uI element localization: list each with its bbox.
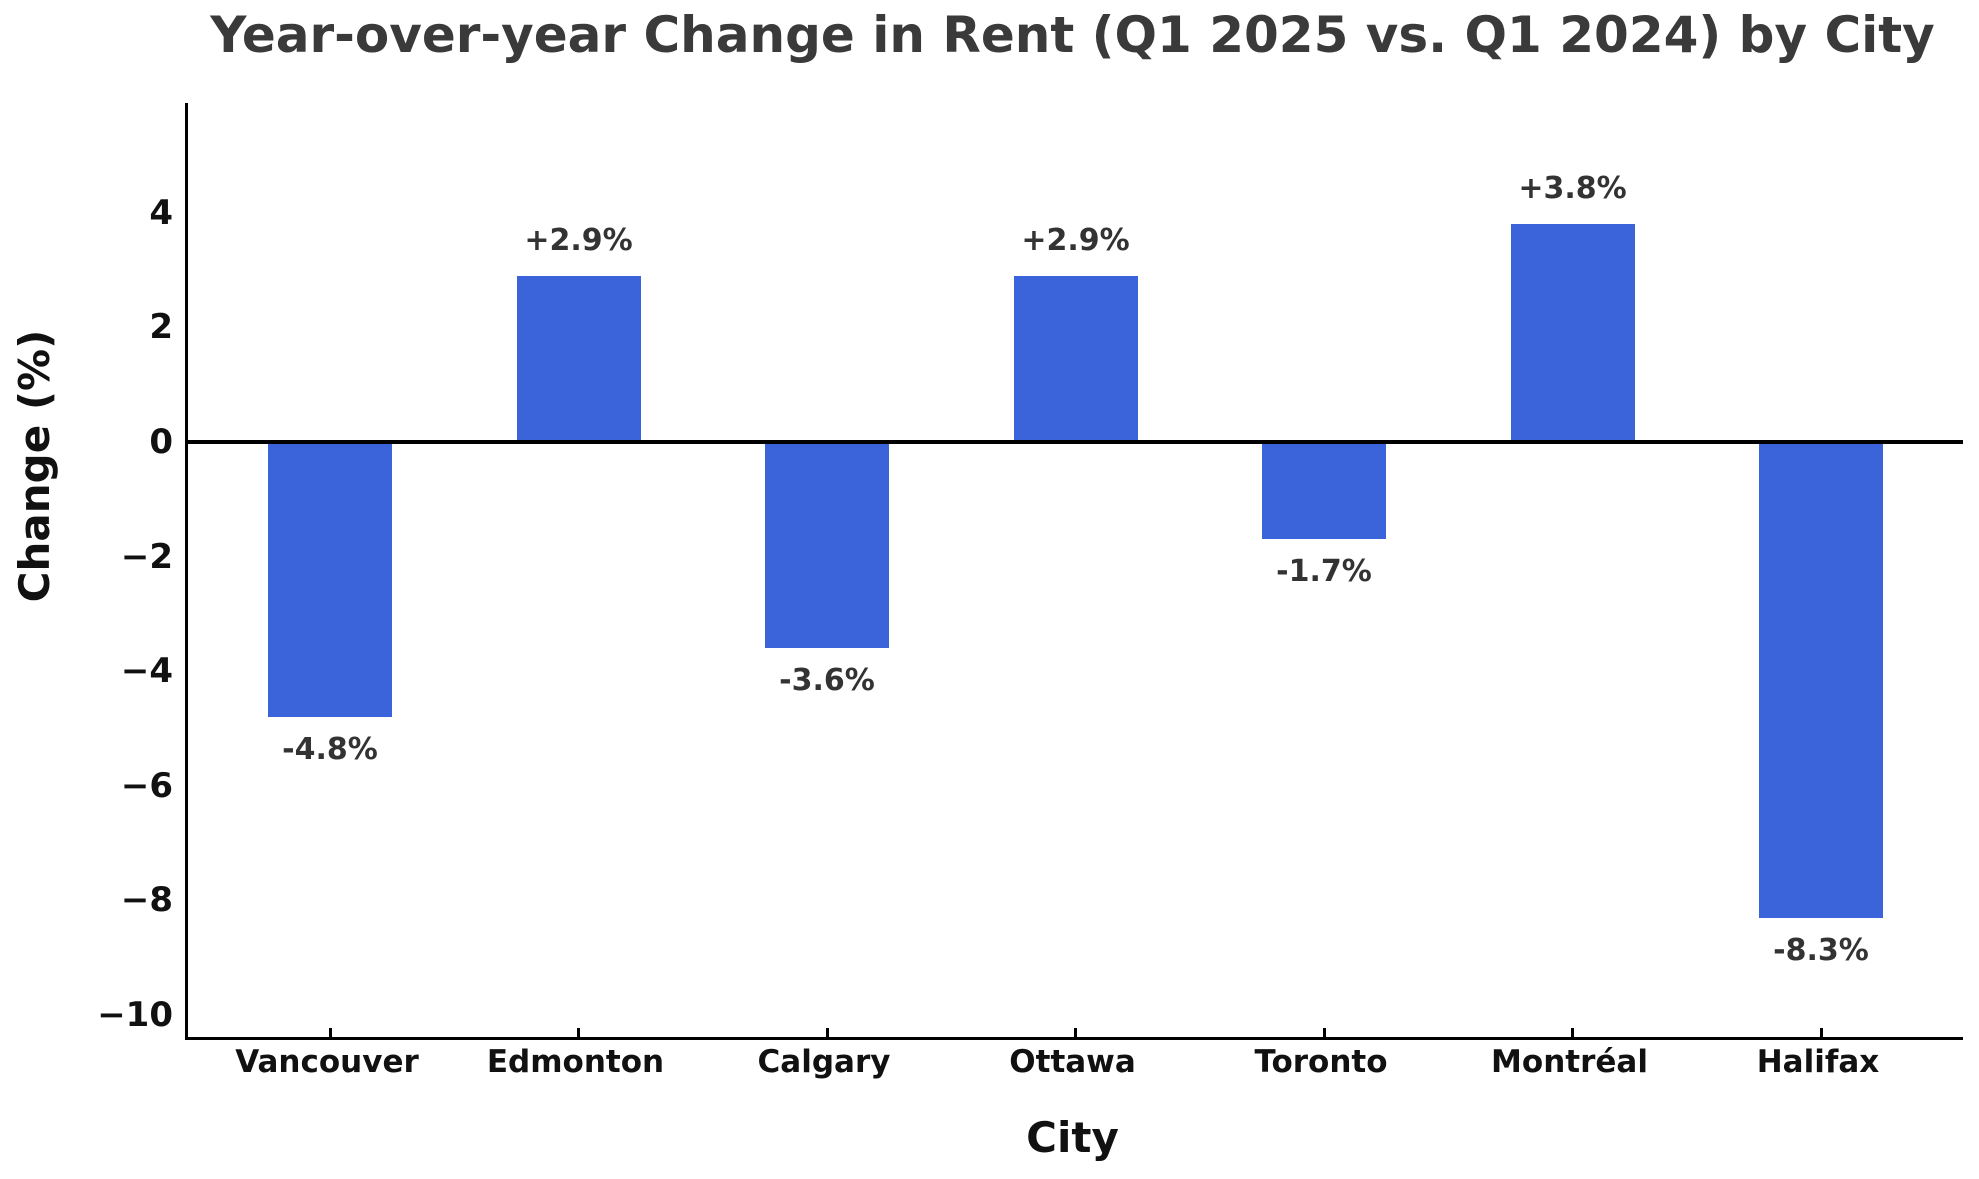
x-tick-mark — [825, 1028, 829, 1037]
bar-edmonton — [516, 275, 641, 442]
bar-value-label: -1.7% — [1276, 554, 1372, 590]
bar-montréal — [1510, 224, 1635, 442]
x-tick-mark — [577, 1028, 580, 1037]
x-tick-mark — [1819, 1028, 1823, 1037]
zero-baseline — [188, 440, 1963, 444]
x-tick-mark — [1322, 1028, 1326, 1037]
bar-value-label: -4.8% — [282, 732, 378, 768]
x-tick-mark — [1571, 1028, 1574, 1037]
bar-toronto — [1262, 442, 1386, 540]
plot-area: -4.8% +2.9% -3.6% +2.9% -1.7% +3.8% -8.3% — [185, 103, 1963, 1040]
x-tick-label: Calgary — [757, 1044, 891, 1080]
y-tick-label: −10 — [97, 995, 173, 1035]
bar-calgary — [765, 442, 889, 649]
y-tick-label: −4 — [120, 651, 173, 692]
x-tick-mark — [328, 1028, 332, 1037]
y-tick-label: 2 — [149, 307, 173, 348]
bar-halifax — [1759, 442, 1883, 918]
bar-value-label: +3.8% — [1518, 171, 1627, 207]
x-tick-label: Halifax — [1756, 1044, 1880, 1080]
x-tick-label: Ottawa — [1009, 1044, 1136, 1080]
bar-ottawa — [1013, 275, 1138, 442]
chart-title: Year-over-year Change in Rent (Q1 2025 v… — [210, 6, 1935, 64]
y-tick-label: 0 — [149, 422, 173, 462]
y-tick-label: 4 — [149, 192, 173, 233]
bar-value-label: +2.9% — [1021, 222, 1130, 258]
y-tick-label: −6 — [120, 765, 173, 806]
bar-value-label: -3.6% — [779, 663, 875, 699]
y-tick-label: −2 — [120, 536, 173, 577]
x-tick-mark — [1074, 1028, 1077, 1037]
x-tick-label: Montréal — [1491, 1044, 1648, 1080]
x-tick-label: Edmonton — [486, 1044, 665, 1080]
x-tick-label: Toronto — [1254, 1044, 1388, 1080]
bar-value-label: +2.9% — [524, 222, 633, 258]
bar-value-label: -8.3% — [1773, 932, 1869, 968]
x-axis-label: City — [1026, 1113, 1119, 1162]
x-tick-label: Vancouver — [235, 1044, 419, 1080]
bar-vancouver — [268, 442, 392, 718]
y-tick-label: −8 — [120, 880, 173, 921]
